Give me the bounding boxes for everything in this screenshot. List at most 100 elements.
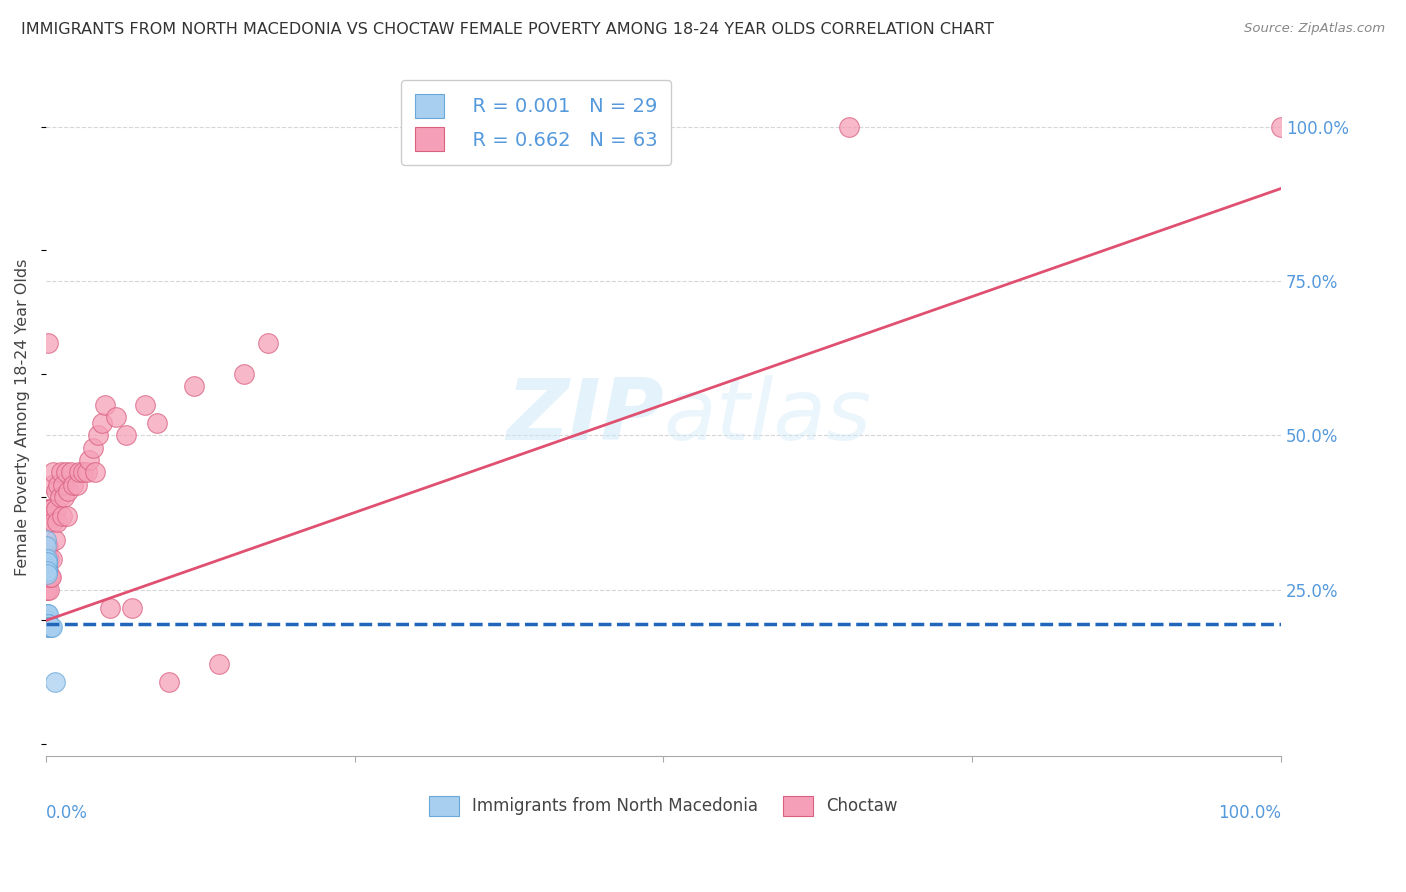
Point bbox=[53, 490, 76, 504]
Point bbox=[58, 483, 80, 498]
Point bbox=[41, 477, 63, 491]
Point bbox=[87, 428, 110, 442]
Text: 100.0%: 100.0% bbox=[1218, 804, 1281, 822]
Point bbox=[37, 614, 59, 628]
Point bbox=[35, 533, 58, 548]
Text: atlas: atlas bbox=[664, 376, 872, 458]
Text: ZIP: ZIP bbox=[506, 376, 664, 458]
Point bbox=[56, 508, 79, 523]
Point bbox=[52, 477, 75, 491]
Point bbox=[159, 675, 181, 690]
Point bbox=[39, 620, 62, 634]
Point bbox=[55, 466, 77, 480]
Point bbox=[35, 614, 58, 628]
Point bbox=[35, 564, 58, 578]
Point bbox=[35, 551, 58, 566]
Point bbox=[37, 616, 59, 631]
Point bbox=[38, 582, 60, 597]
Point bbox=[35, 614, 58, 628]
Point bbox=[45, 502, 67, 516]
Point bbox=[72, 466, 94, 480]
Point bbox=[37, 570, 59, 584]
Point bbox=[37, 564, 59, 578]
Point bbox=[37, 616, 59, 631]
Point bbox=[42, 466, 65, 480]
Point bbox=[37, 614, 59, 628]
Point bbox=[35, 582, 58, 597]
Point bbox=[62, 477, 84, 491]
Point bbox=[46, 515, 69, 529]
Point bbox=[134, 397, 156, 411]
Point bbox=[38, 570, 60, 584]
Point bbox=[35, 582, 58, 597]
Point bbox=[35, 540, 58, 554]
Point bbox=[37, 620, 59, 634]
Y-axis label: Female Poverty Among 18-24 Year Olds: Female Poverty Among 18-24 Year Olds bbox=[15, 258, 30, 575]
Point bbox=[67, 466, 90, 480]
Point bbox=[35, 555, 58, 569]
Point bbox=[35, 564, 58, 578]
Point bbox=[94, 397, 117, 411]
Point bbox=[183, 379, 205, 393]
Point bbox=[105, 409, 128, 424]
Point bbox=[35, 607, 58, 622]
Point bbox=[37, 551, 59, 566]
Point bbox=[38, 620, 60, 634]
Point bbox=[838, 120, 860, 134]
Point bbox=[37, 335, 59, 350]
Point bbox=[77, 453, 100, 467]
Text: 0.0%: 0.0% bbox=[46, 804, 87, 822]
Point bbox=[35, 561, 58, 575]
Point bbox=[35, 567, 58, 582]
Point bbox=[41, 620, 63, 634]
Point bbox=[59, 466, 82, 480]
Point bbox=[257, 335, 280, 350]
Point bbox=[35, 564, 58, 578]
Point bbox=[84, 466, 107, 480]
Point bbox=[37, 616, 59, 631]
Point bbox=[76, 466, 98, 480]
Point bbox=[49, 466, 72, 480]
Point bbox=[48, 490, 70, 504]
Point bbox=[37, 607, 59, 622]
Point bbox=[39, 570, 62, 584]
Point bbox=[35, 551, 58, 566]
Point bbox=[1270, 120, 1292, 134]
Text: Source: ZipAtlas.com: Source: ZipAtlas.com bbox=[1244, 22, 1385, 36]
Point bbox=[37, 508, 59, 523]
Text: IMMIGRANTS FROM NORTH MACEDONIA VS CHOCTAW FEMALE POVERTY AMONG 18-24 YEAR OLDS : IMMIGRANTS FROM NORTH MACEDONIA VS CHOCT… bbox=[21, 22, 994, 37]
Point bbox=[208, 657, 231, 671]
Point bbox=[121, 601, 143, 615]
Legend: Immigrants from North Macedonia, Choctaw: Immigrants from North Macedonia, Choctaw bbox=[422, 789, 904, 822]
Point bbox=[232, 367, 254, 381]
Point bbox=[35, 558, 58, 572]
Point bbox=[98, 601, 121, 615]
Point bbox=[44, 675, 66, 690]
Point bbox=[37, 540, 59, 554]
Point bbox=[35, 502, 58, 516]
Point bbox=[146, 416, 169, 430]
Point bbox=[45, 483, 67, 498]
Point bbox=[38, 551, 60, 566]
Point bbox=[44, 533, 66, 548]
Point bbox=[35, 564, 58, 578]
Point bbox=[90, 416, 112, 430]
Point bbox=[39, 502, 62, 516]
Point bbox=[37, 540, 59, 554]
Point bbox=[37, 616, 59, 631]
Point bbox=[35, 555, 58, 569]
Point bbox=[38, 620, 60, 634]
Point bbox=[115, 428, 138, 442]
Point bbox=[51, 508, 73, 523]
Point bbox=[37, 515, 59, 529]
Point bbox=[42, 515, 65, 529]
Point bbox=[66, 477, 89, 491]
Point bbox=[41, 551, 63, 566]
Point bbox=[38, 502, 60, 516]
Point bbox=[37, 616, 59, 631]
Point bbox=[38, 620, 60, 634]
Point bbox=[82, 441, 104, 455]
Point bbox=[37, 607, 59, 622]
Point bbox=[35, 555, 58, 569]
Point bbox=[46, 477, 69, 491]
